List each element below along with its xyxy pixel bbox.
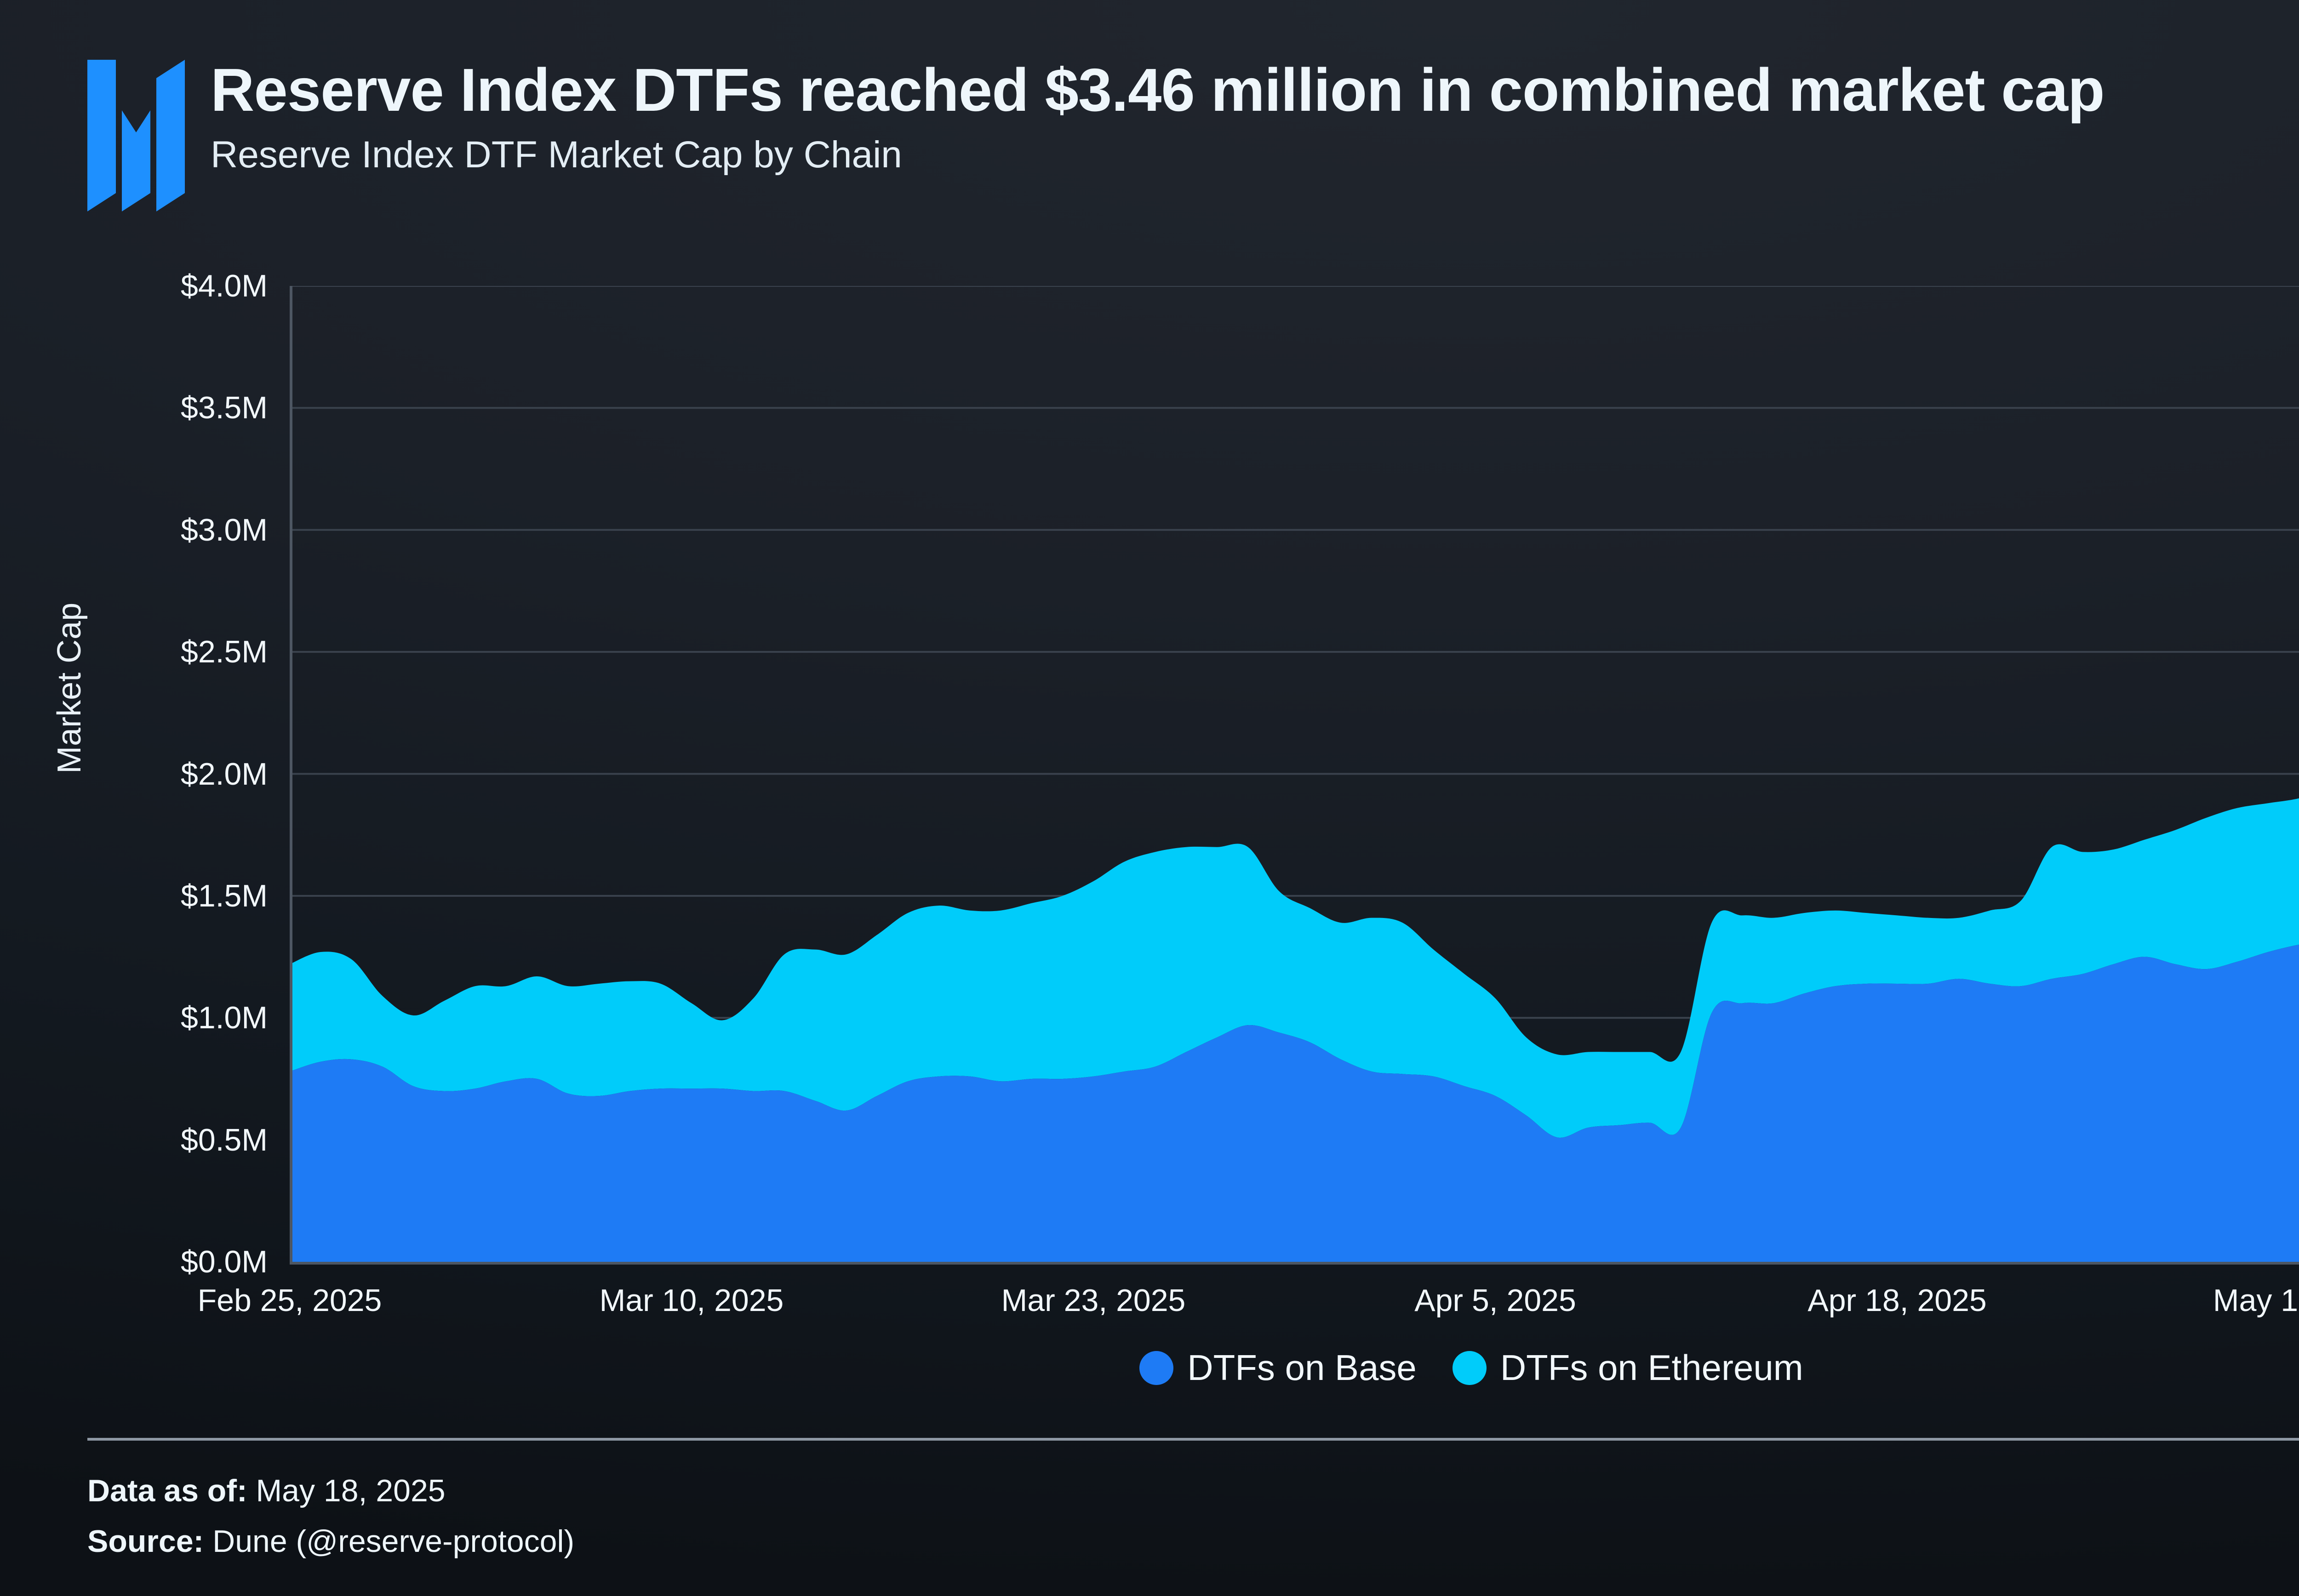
y-axis-tick: $4.0M [181, 268, 268, 303]
page-subtitle: Reserve Index DTF Market Cap by Chain [211, 133, 902, 176]
y-axis-tick: $3.5M [181, 390, 268, 426]
source-value: Dune (@reserve-protocol) [204, 1524, 575, 1559]
x-axis-line [290, 1262, 2299, 1265]
y-axis-tick: $3.0M [181, 512, 268, 547]
source-label: Source: [87, 1524, 204, 1559]
data-as-of-line: Data as of: May 18, 2025 [87, 1465, 574, 1516]
footer-notes: Data as of: May 18, 2025 Source: Dune (@… [87, 1465, 574, 1567]
x-axis-tick-labels: Feb 25, 2025 Mar 10, 2025 Mar 23, 2025 Apr … [0, 1282, 2299, 1338]
y-axis-tick: $1.5M [181, 878, 268, 913]
area-series-base [290, 945, 2299, 1262]
x-axis-tick: Mar 23, 2025 [1001, 1283, 1186, 1318]
legend-item-ethereum[interactable]: DTFs on Ethereum [1452, 1347, 1803, 1389]
y-axis-tick-labels: $0.0M $0.5M $1.0M $1.5M $2.0M $2.5M $3.0M $3.5M… [0, 0, 285, 1596]
x-axis-tick: Feb 25, 2025 [197, 1283, 382, 1318]
x-axis-tick: May 1, 2025 [2213, 1283, 2299, 1318]
data-as-of-label: Data as of: [87, 1473, 247, 1508]
area-series-ethereum [290, 798, 2299, 1138]
chart-legend: DTFs on Base DTFs on Ethereum [0, 1347, 2299, 1389]
page-title: Reserve Index DTFs reached $3.46 million… [211, 56, 2105, 124]
plot-area [290, 286, 2299, 1262]
legend-swatch-icon [1139, 1351, 1174, 1385]
footer-divider [87, 1438, 2299, 1441]
messari-m-logo-icon [87, 60, 185, 211]
legend-swatch-icon [1452, 1351, 1487, 1385]
legend-item-base[interactable]: DTFs on Base [1139, 1347, 1417, 1389]
y-axis-tick: $1.0M [181, 1000, 268, 1036]
y-axis-tick: $2.5M [181, 634, 268, 670]
y-axis-tick: $2.0M [181, 756, 268, 792]
x-axis-tick: Apr 18, 2025 [1807, 1283, 1987, 1318]
legend-label: DTFs on Ethereum [1500, 1347, 1803, 1388]
source-line: Source: Dune (@reserve-protocol) [87, 1516, 574, 1567]
x-axis-tick: Apr 5, 2025 [1414, 1283, 1576, 1318]
y-axis-tick: $0.0M [181, 1244, 268, 1279]
y-axis-line [290, 286, 292, 1263]
x-axis-tick: Mar 10, 2025 [599, 1283, 784, 1318]
data-as-of-value: May 18, 2025 [247, 1473, 446, 1508]
header-texts: Reserve Index DTFs reached $3.46 million… [211, 55, 2105, 177]
y-axis-tick: $0.5M [181, 1122, 268, 1157]
legend-label: DTFs on Base [1187, 1347, 1417, 1388]
stacked-area-chart [290, 286, 2299, 1262]
chart-header: Reserve Index DTFs reached $3.46 million… [87, 55, 2105, 211]
